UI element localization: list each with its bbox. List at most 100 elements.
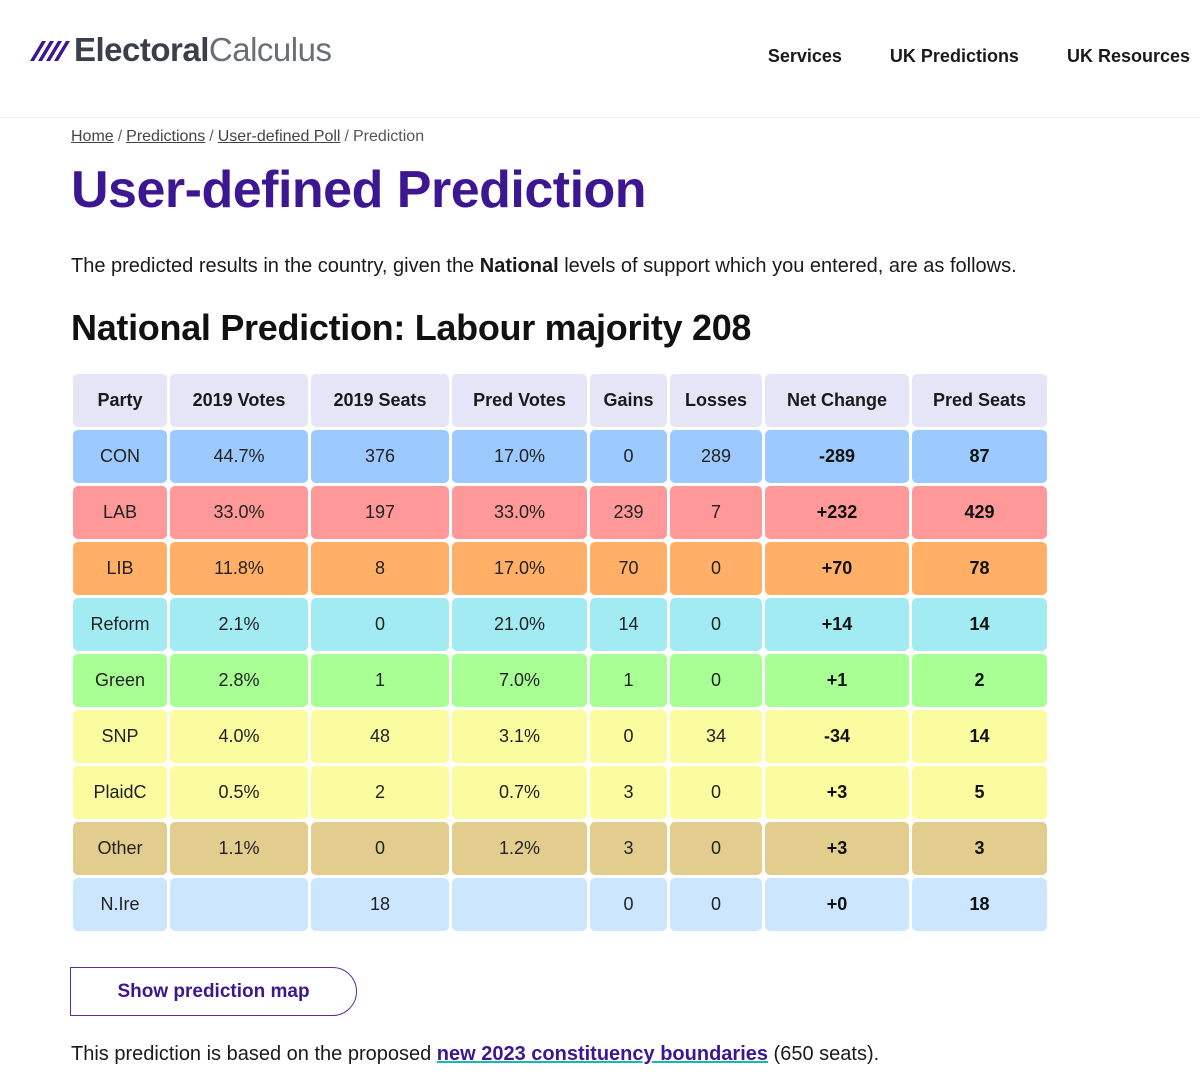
cell-losses: 0 bbox=[670, 654, 762, 707]
boundaries-link[interactable]: new 2023 constituency boundaries bbox=[436, 1043, 768, 1065]
cell-pred-votes: 17.0% bbox=[452, 430, 587, 483]
cell-losses: 289 bbox=[670, 430, 762, 483]
header-net-change: Net Change bbox=[765, 374, 909, 427]
cell-net-change: +232 bbox=[765, 486, 909, 539]
cell-net-change: -34 bbox=[765, 710, 909, 763]
table-row: N.Ire 18 0 0 +0 18 bbox=[73, 878, 1047, 931]
cell-party: CON bbox=[73, 430, 167, 483]
breadcrumb-separator: / bbox=[117, 128, 123, 145]
intro-text: The predicted results in the country, gi… bbox=[71, 252, 1017, 280]
results-body: CON 44.7% 376 17.0% 0 289 -289 87 LAB 33.0% 197 33.… bbox=[73, 430, 1047, 931]
site-header: ElectoralCalculus Services UK Prediction… bbox=[0, 0, 1200, 118]
cell-gains: 3 bbox=[590, 822, 667, 875]
intro-text-end: levels of support which you entered, are… bbox=[558, 255, 1017, 277]
cell-net-change: +0 bbox=[765, 878, 909, 931]
cell-pred-votes: 0.7% bbox=[452, 766, 587, 819]
cell-2019-seats: 1 bbox=[311, 654, 449, 707]
cell-2019-seats: 376 bbox=[311, 430, 449, 483]
cell-pred-votes: 7.0% bbox=[452, 654, 587, 707]
cell-2019-votes: 2.1% bbox=[170, 598, 308, 651]
cell-net-change: +3 bbox=[765, 822, 909, 875]
header-losses: Losses bbox=[670, 374, 762, 427]
cell-net-change: -289 bbox=[765, 430, 909, 483]
breadcrumb-current: Prediction bbox=[352, 128, 425, 145]
breadcrumb-home[interactable]: Home bbox=[71, 128, 114, 145]
table-row: PlaidC 0.5% 2 0.7% 3 0 +3 5 bbox=[73, 766, 1047, 819]
cell-party: PlaidC bbox=[73, 766, 167, 819]
table-row: Reform 2.1% 0 21.0% 14 0 +14 14 bbox=[73, 598, 1047, 651]
cell-pred-votes: 33.0% bbox=[452, 486, 587, 539]
cell-2019-votes: 11.8% bbox=[170, 542, 308, 595]
table-row: LIB 11.8% 8 17.0% 70 0 +70 78 bbox=[73, 542, 1047, 595]
header-pred-seats: Pred Seats bbox=[912, 374, 1047, 427]
breadcrumb: Home / Predictions / User-defined Poll / Predi… bbox=[71, 128, 424, 146]
cell-losses: 0 bbox=[670, 878, 762, 931]
cell-2019-seats: 18 bbox=[311, 878, 449, 931]
cell-pred-seats: 87 bbox=[912, 430, 1047, 483]
cell-gains: 0 bbox=[590, 710, 667, 763]
table-row: LAB 33.0% 197 33.0% 239 7 +232 429 bbox=[73, 486, 1047, 539]
cell-pred-seats: 14 bbox=[912, 598, 1047, 651]
page-title: User-defined Prediction bbox=[71, 161, 647, 219]
cell-pred-seats: 14 bbox=[912, 710, 1047, 763]
cell-gains: 239 bbox=[590, 486, 667, 539]
cell-party: N.Ire bbox=[73, 878, 167, 931]
cell-losses: 0 bbox=[670, 822, 762, 875]
cell-losses: 7 bbox=[670, 486, 762, 539]
results-table: Party 2019 Votes 2019 Seats Pred Votes G… bbox=[70, 371, 1050, 934]
footnote-text-start: This prediction is based on the proposed bbox=[71, 1043, 437, 1065]
breadcrumb-predictions[interactable]: Predictions bbox=[126, 128, 206, 145]
cell-net-change: +3 bbox=[765, 766, 909, 819]
cell-2019-seats: 0 bbox=[311, 598, 449, 651]
site-logo[interactable]: ElectoralCalculus bbox=[28, 30, 332, 70]
breadcrumb-separator: / bbox=[209, 128, 214, 145]
nav-uk-predictions[interactable]: UK Predictions bbox=[889, 46, 1019, 66]
breadcrumb-user-defined-poll[interactable]: User-defined Poll bbox=[217, 128, 341, 145]
cell-party: LIB bbox=[73, 542, 167, 595]
footnote-text-end: (650 seats). bbox=[768, 1043, 880, 1065]
cell-pred-votes: 3.1% bbox=[452, 710, 587, 763]
cell-2019-votes: 2.8% bbox=[170, 654, 308, 707]
cell-gains: 1 bbox=[590, 654, 667, 707]
breadcrumb-separator: / bbox=[344, 128, 349, 145]
main-nav: Services UK Predictions UK Resources bbox=[720, 44, 1190, 68]
cell-2019-seats: 0 bbox=[311, 822, 449, 875]
cell-2019-seats: 197 bbox=[311, 486, 449, 539]
header-gains: Gains bbox=[590, 374, 667, 427]
header-2019-seats: 2019 Seats bbox=[311, 374, 449, 427]
intro-text-bold: National bbox=[479, 255, 559, 277]
cell-pred-votes: 17.0% bbox=[452, 542, 587, 595]
nav-services[interactable]: Services bbox=[767, 46, 842, 66]
cell-2019-seats: 48 bbox=[311, 710, 449, 763]
cell-2019-seats: 2 bbox=[311, 766, 449, 819]
cell-gains: 3 bbox=[590, 766, 667, 819]
cell-pred-seats: 18 bbox=[912, 878, 1047, 931]
cell-losses: 0 bbox=[670, 542, 762, 595]
table-row: SNP 4.0% 48 3.1% 0 34 -34 14 bbox=[73, 710, 1047, 763]
cell-pred-votes bbox=[452, 878, 587, 931]
cell-gains: 0 bbox=[590, 878, 667, 931]
table-row: CON 44.7% 376 17.0% 0 289 -289 87 bbox=[73, 430, 1047, 483]
cell-pred-seats: 2 bbox=[912, 654, 1047, 707]
logo-text: ElectoralCalculus bbox=[74, 30, 332, 70]
cell-pred-seats: 429 bbox=[912, 486, 1047, 539]
show-prediction-map-button[interactable]: Show prediction map bbox=[70, 967, 357, 1016]
table-header-row: Party 2019 Votes 2019 Seats Pred Votes G… bbox=[73, 374, 1047, 427]
boundaries-footnote: This prediction is based on the proposed… bbox=[71, 1040, 879, 1068]
logo-slashes-icon bbox=[30, 41, 70, 61]
header-party: Party bbox=[73, 374, 167, 427]
cell-party: Other bbox=[73, 822, 167, 875]
cell-gains: 14 bbox=[590, 598, 667, 651]
cell-2019-votes: 1.1% bbox=[170, 822, 308, 875]
cell-net-change: +14 bbox=[765, 598, 909, 651]
cell-2019-votes: 33.0% bbox=[170, 486, 308, 539]
nav-uk-resources[interactable]: UK Resources bbox=[1066, 46, 1190, 66]
cell-losses: 34 bbox=[670, 710, 762, 763]
cell-2019-votes: 44.7% bbox=[170, 430, 308, 483]
cell-losses: 0 bbox=[670, 598, 762, 651]
cell-pred-votes: 21.0% bbox=[452, 598, 587, 651]
cell-2019-votes bbox=[170, 878, 308, 931]
cell-pred-seats: 78 bbox=[912, 542, 1047, 595]
header-pred-votes: Pred Votes bbox=[452, 374, 587, 427]
cell-gains: 0 bbox=[590, 430, 667, 483]
